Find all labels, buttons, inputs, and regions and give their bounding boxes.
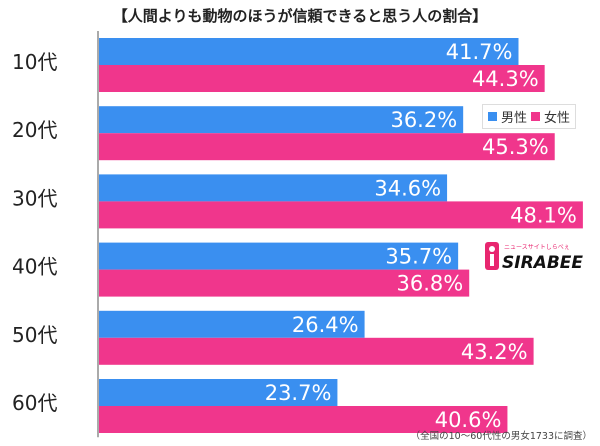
data-label: 23.7% <box>265 381 332 405</box>
data-label: 40.6% <box>435 408 502 432</box>
sirabee-logo: ニュースサイトしらべぇ SIRABEE <box>485 242 583 272</box>
data-label: 35.7% <box>385 245 452 269</box>
category-label: 50代 <box>12 323 57 347</box>
data-label: 48.1% <box>510 203 577 227</box>
category-label: 30代 <box>12 186 57 210</box>
bar-male <box>99 106 464 134</box>
legend-swatch-male <box>488 112 497 121</box>
logo-text: SIRABEE <box>502 253 583 272</box>
bar-female <box>99 133 555 161</box>
logo-tagline: ニュースサイトしらべぇ <box>504 244 570 251</box>
bar-female <box>99 65 545 92</box>
data-label: 26.4% <box>292 313 359 337</box>
category-label: 20代 <box>12 118 57 142</box>
legend-swatch-female <box>531 112 541 121</box>
data-label: 44.3% <box>472 67 539 91</box>
data-label: 41.7% <box>446 40 513 64</box>
bar-female <box>99 269 470 297</box>
bar-female <box>99 337 534 365</box>
bar-female <box>99 406 508 433</box>
legend: 男性 女性 <box>482 104 577 129</box>
chart-title: 【人間よりも動物のほうが信頼できると思う人の割合】 <box>112 7 488 25</box>
data-label: 43.2% <box>461 340 528 364</box>
bar-male <box>99 310 365 338</box>
data-label: 34.6% <box>374 176 441 200</box>
data-label: 36.8% <box>396 272 463 296</box>
category-label: 40代 <box>12 255 57 279</box>
bar-female <box>99 201 583 229</box>
data-label: 45.3% <box>482 135 549 159</box>
legend-label-male: 男性 <box>501 111 528 126</box>
bar-male <box>99 379 338 406</box>
category-label: 60代 <box>12 391 57 415</box>
legend-label-female: 女性 <box>544 111 571 126</box>
bar-male <box>99 174 448 202</box>
footnote: （全国の10〜60代性の男女1733に調査） <box>410 431 592 442</box>
bar-male <box>99 242 459 270</box>
category-label: 10代 <box>12 50 57 74</box>
data-label: 36.2% <box>390 108 457 132</box>
bar-male <box>99 38 519 65</box>
